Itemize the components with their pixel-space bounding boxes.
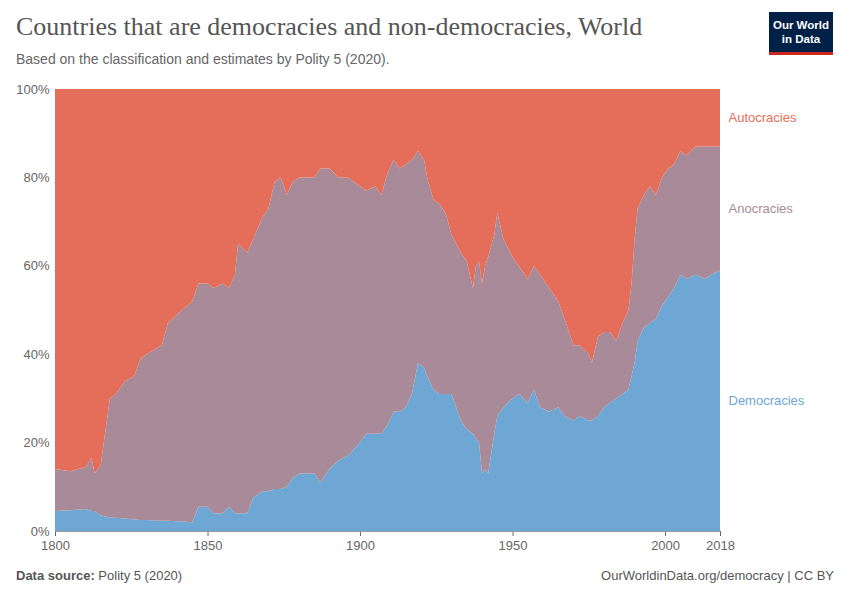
svg-text:20%: 20% <box>23 435 49 450</box>
html-text:Our World: Our World <box>773 19 829 31</box>
svg-text:2018: 2018 <box>706 538 735 553</box>
html-text:Based on the classification an: Based on the classification and estimate… <box>16 51 390 67</box>
svg-text:80%: 80% <box>23 170 49 185</box>
svg-text:1800: 1800 <box>41 538 70 553</box>
svg-text:0%: 0% <box>31 524 50 539</box>
svg-text:40%: 40% <box>23 347 49 362</box>
svg-text:Democracies: Democracies <box>729 393 805 408</box>
svg-text:1950: 1950 <box>499 538 528 553</box>
svg-text:Anocracies: Anocracies <box>729 201 794 216</box>
svg-text:1900: 1900 <box>346 538 375 553</box>
svg-text:Autocracies: Autocracies <box>729 110 797 125</box>
html-text:in Data: in Data <box>781 33 821 45</box>
svg-text:1850: 1850 <box>194 538 223 553</box>
html-text:OurWorldinData.org/democracy |: OurWorldinData.org/democracy | CC BY <box>601 568 834 583</box>
html-text:Data source: Polity 5 (2020): Data source: Polity 5 (2020) <box>16 568 183 583</box>
svg-text:2000: 2000 <box>651 538 680 553</box>
svg-text:60%: 60% <box>23 258 49 273</box>
html-text:Countries that are democracies: Countries that are democracies and non-d… <box>16 12 643 41</box>
svg-text:100%: 100% <box>16 82 50 97</box>
